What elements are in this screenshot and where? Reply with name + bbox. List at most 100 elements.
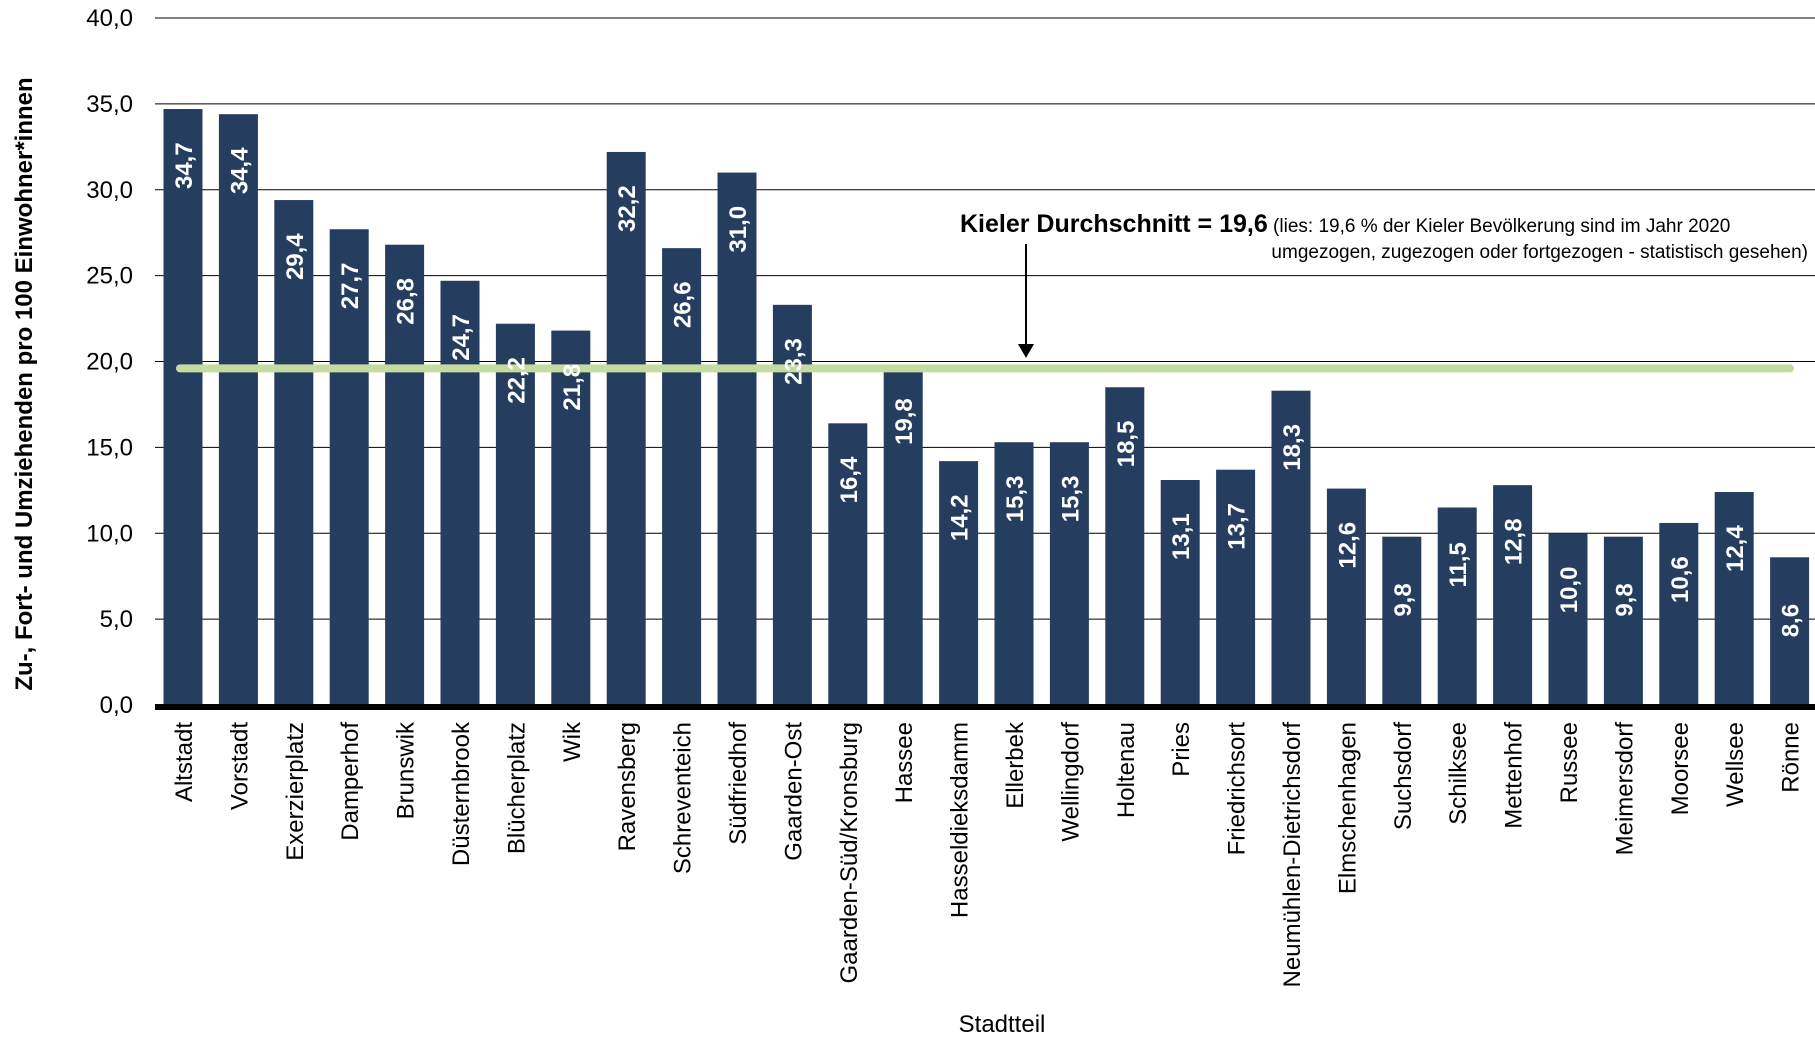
bar-value-label: 29,4 xyxy=(282,233,309,280)
bar xyxy=(551,330,591,705)
y-axis-ticks: 0,0 5,0 10,0 15,0 20,0 25,0 30,0 35,0 40,0 xyxy=(86,5,133,719)
bar xyxy=(662,248,702,705)
bar-value-label: 27,7 xyxy=(337,263,364,310)
x-tick-label: Vorstadt xyxy=(226,722,253,810)
bar-value-label: 12,4 xyxy=(1722,525,1749,572)
bar-value-label: 18,3 xyxy=(1279,424,1306,471)
bar-value-label: 23,3 xyxy=(780,338,807,385)
bar-value-label: 13,1 xyxy=(1168,513,1195,560)
y-tick-label: 40,0 xyxy=(86,5,133,32)
bar-value-label: 22,2 xyxy=(503,357,530,404)
category-labels: Altstadt Vorstadt Exerzierplatz Damperhof Br… xyxy=(171,721,1805,987)
bar xyxy=(1493,485,1533,705)
x-tick-label: Hasseldieksdamm xyxy=(947,722,974,918)
x-tick-label: Gaarden-Ost xyxy=(780,722,807,861)
bar xyxy=(218,114,258,706)
bar xyxy=(939,461,979,705)
bar-value-label: 34,7 xyxy=(171,142,198,189)
bar-value-label: 14,2 xyxy=(947,494,974,541)
y-tick-label: 0,0 xyxy=(100,692,133,719)
bar xyxy=(1659,522,1699,705)
x-tick-label: Südfriedhof xyxy=(725,722,752,845)
x-tick-label: Rönne xyxy=(1778,722,1805,793)
bar-value-label: 32,2 xyxy=(614,185,641,232)
bar xyxy=(274,200,314,705)
x-axis-label: Stadtteil xyxy=(959,1011,1046,1038)
x-tick-label: Wellsee xyxy=(1722,722,1749,807)
bar xyxy=(606,151,646,706)
bar xyxy=(1216,469,1256,705)
value-labels: 34,7 34,4 29,4 27,7 26,8 24,7 22,2 21,8 32,2 26,6… xyxy=(171,142,1805,637)
bar xyxy=(1603,536,1643,705)
x-tick-label: Holtenau xyxy=(1113,722,1140,818)
bar-value-label: 15,3 xyxy=(1057,476,1084,523)
y-tick-label: 20,0 xyxy=(86,349,133,376)
bar xyxy=(440,280,480,705)
x-tick-label: Ellerbek xyxy=(1002,721,1029,809)
x-tick-label: Meimersdorf xyxy=(1611,722,1638,856)
bar-value-label: 10,0 xyxy=(1556,567,1583,614)
reference-annotation: Kieler Durchschnitt = 19,6 (lies: 19,6 %… xyxy=(960,210,1808,358)
bar xyxy=(828,423,868,705)
bar xyxy=(1326,488,1366,705)
bar-value-label: 34,4 xyxy=(226,147,253,194)
bar-value-label: 16,4 xyxy=(836,456,863,503)
x-tick-label: Schilksee xyxy=(1445,722,1472,825)
bar-value-label: 26,6 xyxy=(670,281,697,328)
gridlines xyxy=(155,17,1815,620)
x-tick-label: Pries xyxy=(1168,722,1195,777)
reference-label-bold: Kieler Durchschnitt = 19,6 xyxy=(960,210,1268,238)
y-tick-label: 10,0 xyxy=(86,520,133,547)
bar-value-label: 12,8 xyxy=(1501,518,1528,565)
reference-label-line2: umgezogen, zugezogen oder fortgezogen - … xyxy=(1271,242,1808,263)
x-tick-label: Suchsdorf xyxy=(1390,722,1417,830)
x-tick-label: Damperhof xyxy=(337,722,364,841)
bar xyxy=(1271,390,1311,705)
bar xyxy=(1049,442,1089,705)
reference-label-line1: (lies: 19,6 % der Kieler Bevölkerung sin… xyxy=(1268,216,1731,237)
bar-value-label: 9,8 xyxy=(1390,583,1417,616)
bar-value-label: 24,7 xyxy=(448,314,475,361)
bar xyxy=(329,229,369,705)
bar-value-label: 10,6 xyxy=(1667,556,1694,603)
x-tick-label: Gaarden-Süd/Kronsburg xyxy=(836,722,863,984)
y-tick-label: 35,0 xyxy=(86,91,133,118)
bar xyxy=(1714,492,1754,705)
bars xyxy=(163,109,1810,706)
x-tick-label: Ravensberg xyxy=(614,722,641,851)
y-tick-label: 5,0 xyxy=(100,606,133,633)
bar-value-label: 15,3 xyxy=(1002,476,1029,523)
y-tick-label: 25,0 xyxy=(86,263,133,290)
x-tick-label: Russee xyxy=(1556,722,1583,803)
y-tick-label: 15,0 xyxy=(86,434,133,461)
bar xyxy=(883,364,923,705)
x-tick-label: Wik xyxy=(559,721,586,762)
x-tick-label: Exerzierplatz xyxy=(282,722,309,861)
x-tick-label: Düsternbrook xyxy=(448,721,475,866)
bar-value-label: 21,8 xyxy=(559,364,586,411)
bar xyxy=(495,323,535,705)
bar xyxy=(1160,480,1200,705)
reference-annotation-line1: Kieler Durchschnitt = 19,6 (lies: 19,6 %… xyxy=(960,210,1730,238)
bar-value-label: 12,6 xyxy=(1334,522,1361,569)
x-tick-label: Blücherplatz xyxy=(503,722,530,854)
bar xyxy=(385,244,425,705)
bar xyxy=(163,109,203,706)
bar-value-label: 31,0 xyxy=(725,206,752,253)
bar xyxy=(1105,387,1145,705)
reference-arrow-head xyxy=(1018,344,1034,358)
x-tick-label: Friedrichsort xyxy=(1224,722,1251,856)
x-tick-label: Wellingdorf xyxy=(1057,722,1084,842)
x-tick-label: Hassee xyxy=(891,722,918,803)
x-tick-label: Brunswik xyxy=(393,721,420,819)
x-tick-label: Mettenhof xyxy=(1501,722,1528,829)
x-tick-label: Neumühlen-Dietrichsdorf xyxy=(1279,722,1306,988)
bar-value-label: 8,6 xyxy=(1778,604,1805,637)
bar-value-label: 9,8 xyxy=(1611,583,1638,616)
bar xyxy=(1382,536,1422,705)
bar xyxy=(717,172,757,705)
x-tick-label: Altstadt xyxy=(171,722,198,802)
x-tick-label: Schreventeich xyxy=(670,722,697,874)
bar xyxy=(994,442,1034,705)
bar-value-label: 11,5 xyxy=(1445,542,1472,587)
